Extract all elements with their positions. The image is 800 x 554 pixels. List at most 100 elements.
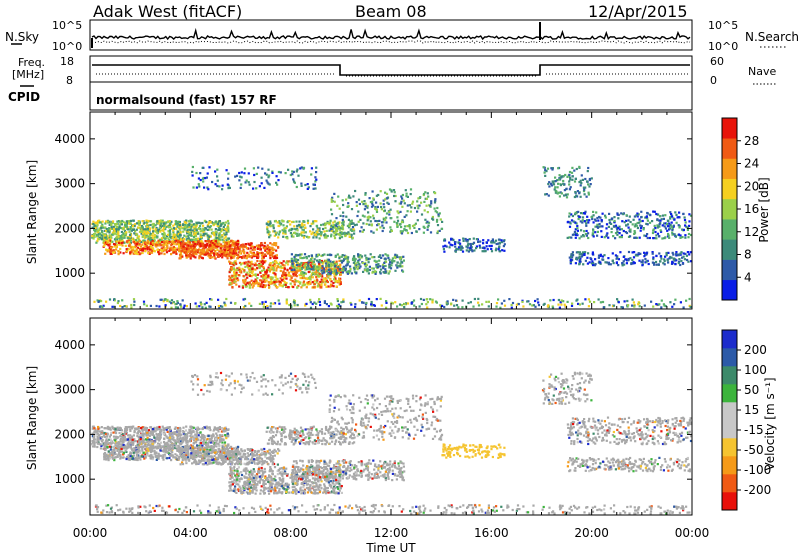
data-cell: [159, 230, 162, 233]
data-cell: [367, 269, 370, 272]
data-cell: [144, 228, 147, 231]
data-cell: [171, 251, 175, 254]
data-cell: [170, 227, 173, 230]
data-cell: [557, 298, 560, 302]
data-cell: [172, 230, 175, 233]
data-cell: [388, 270, 391, 273]
data-cell: [101, 223, 104, 226]
data-cell: [117, 241, 121, 245]
data-cell: [382, 203, 385, 206]
data-cell: [281, 266, 284, 269]
data-cell: [205, 301, 208, 304]
data-cell: [157, 228, 160, 231]
data-cell: [332, 230, 335, 233]
data-cell: [579, 220, 582, 223]
data-cell: [269, 254, 272, 257]
data-cell: [366, 206, 369, 209]
data-cell: [112, 227, 116, 230]
data-cell: [341, 221, 344, 224]
power-colorbar-segment: [722, 259, 737, 281]
data-cell: [373, 256, 376, 259]
data-cell: [288, 220, 291, 223]
data-cell: [214, 439, 217, 442]
data-cell: [273, 302, 277, 305]
data-cell: [446, 300, 449, 303]
data-cell: [289, 282, 292, 285]
data-cell: [641, 259, 644, 262]
data-cell: [360, 255, 364, 258]
data-cell: [331, 264, 334, 267]
data-cell: [684, 224, 687, 227]
data-cell: [498, 238, 501, 241]
data-cell: [200, 240, 203, 243]
data-cell: [286, 237, 289, 240]
data-cell: [152, 231, 155, 234]
data-cell: [666, 225, 669, 228]
data-cell: [219, 224, 222, 228]
data-cell: [268, 223, 271, 226]
data-cell: [347, 256, 350, 259]
data-cell: [155, 245, 158, 248]
data-cell: [108, 229, 111, 232]
data-cell: [577, 302, 580, 305]
data-cell: [232, 261, 235, 264]
data-cell: [234, 280, 237, 283]
data-cell: [325, 303, 328, 306]
data-cell: [469, 301, 472, 304]
data-cell: [293, 225, 296, 228]
power-colorbar-segment: [722, 219, 737, 240]
data-cell: [186, 232, 189, 235]
data-cell: [443, 305, 446, 309]
data-cell: [379, 226, 382, 229]
data-cell: [226, 245, 229, 248]
data-cell: [600, 235, 603, 238]
data-cell: [188, 255, 191, 258]
data-cell: [187, 240, 190, 243]
data-cell: [495, 305, 498, 308]
data-cell: [454, 245, 457, 248]
data-cell: [219, 239, 222, 242]
data-cell: [101, 237, 104, 240]
data-cell: [333, 267, 336, 270]
data-cell: [275, 256, 279, 259]
data-cell: [288, 274, 291, 277]
data-cell: [116, 243, 119, 246]
data-cell: [157, 251, 160, 254]
data-cell: [96, 224, 99, 227]
data-cell: [265, 268, 269, 271]
data-cell: [495, 247, 498, 250]
data-cell: [256, 259, 259, 263]
data-cell: [313, 301, 316, 304]
data-cell: [116, 220, 119, 223]
data-cell: [558, 191, 561, 194]
data-cell: [289, 232, 292, 235]
data-cell: [184, 251, 187, 254]
data-cell: [273, 279, 276, 282]
data-cell: [178, 220, 181, 224]
data-cell: [229, 282, 232, 285]
data-cell: [190, 238, 193, 241]
data-cell: [461, 299, 464, 302]
data-cell: [208, 305, 211, 308]
data-cell: [497, 242, 500, 245]
data-cell: [370, 205, 374, 208]
data-cell: [160, 222, 163, 225]
data-cell: [311, 276, 314, 279]
data-cell: [321, 265, 324, 268]
data-cell: [141, 226, 144, 229]
data-cell: [282, 230, 286, 233]
data-cell: [576, 227, 579, 230]
data-cell: [588, 219, 591, 222]
data-cell: [127, 228, 130, 231]
data-cell: [333, 226, 337, 229]
data-cell: [313, 279, 316, 282]
data-cell: [335, 304, 339, 308]
data-cell: [283, 283, 286, 286]
data-cell: [299, 233, 302, 236]
data-cell: [595, 211, 598, 214]
data-cell: [97, 232, 100, 235]
data-cell: [142, 300, 146, 303]
data-cell: [162, 222, 165, 225]
data-cell: [294, 278, 297, 281]
data-cell: [123, 236, 126, 239]
